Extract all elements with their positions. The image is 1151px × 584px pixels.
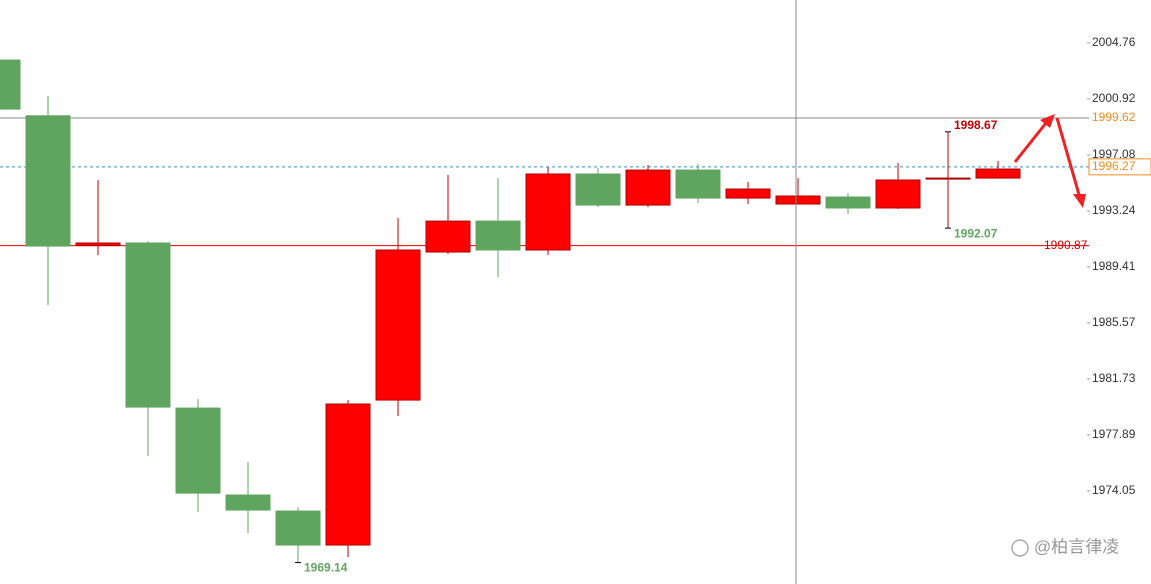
reference-label: 1990.87 [1044,238,1088,252]
arrow-head [1040,114,1055,128]
candle-body [975,168,1021,179]
candle-body [925,177,971,180]
reference-label: 1999.62 [1092,110,1136,124]
y-tick-label: 1977.89 [1092,427,1136,441]
candle-body [875,179,921,209]
candle-body [825,196,871,209]
candle-body [0,59,21,110]
candle-body [725,188,771,199]
candle-body [325,403,371,546]
y-tick-label: 1989.41 [1092,259,1136,273]
y-tick-label: 1981.73 [1092,371,1136,385]
candle-body [275,510,321,546]
candle-body [775,195,821,205]
candle-body [125,242,171,408]
point-label: 1969.14 [304,561,348,575]
candle-body [425,220,471,253]
y-tick-label: 1974.05 [1092,483,1136,497]
candle-body [475,220,521,251]
watermark: @柏言律凌 [1034,537,1119,556]
candle-body [75,242,121,247]
arrows [1013,114,1086,208]
candle-body [675,169,721,199]
reference-label: 1996.27 [1092,159,1136,173]
candle-body [225,494,271,511]
candle-body [25,115,71,247]
candle-body [175,407,221,494]
arrow-up [1013,117,1052,163]
point-label: 1998.67 [954,118,998,132]
arrow-down [1055,117,1082,199]
y-tick-label: 2004.76 [1092,35,1136,49]
arrow-head [1073,194,1086,208]
plot: 1974.05 1977.89 1981.73 1985.57 1989.41 1993.… [0,35,1151,575]
watermark-icon [1011,539,1029,557]
y-tick-label: 1985.57 [1092,315,1136,329]
candle-body [375,249,421,401]
candle-body [575,173,621,206]
candle-body [525,173,571,251]
point-label: 1992.07 [954,226,998,240]
candle-body [625,169,671,206]
y-tick-label: 1993.24 [1092,203,1136,217]
y-tick-label: 2000.92 [1092,91,1136,105]
price-box [1088,158,1151,176]
y-tick-label: 1997.08 [1092,147,1136,161]
